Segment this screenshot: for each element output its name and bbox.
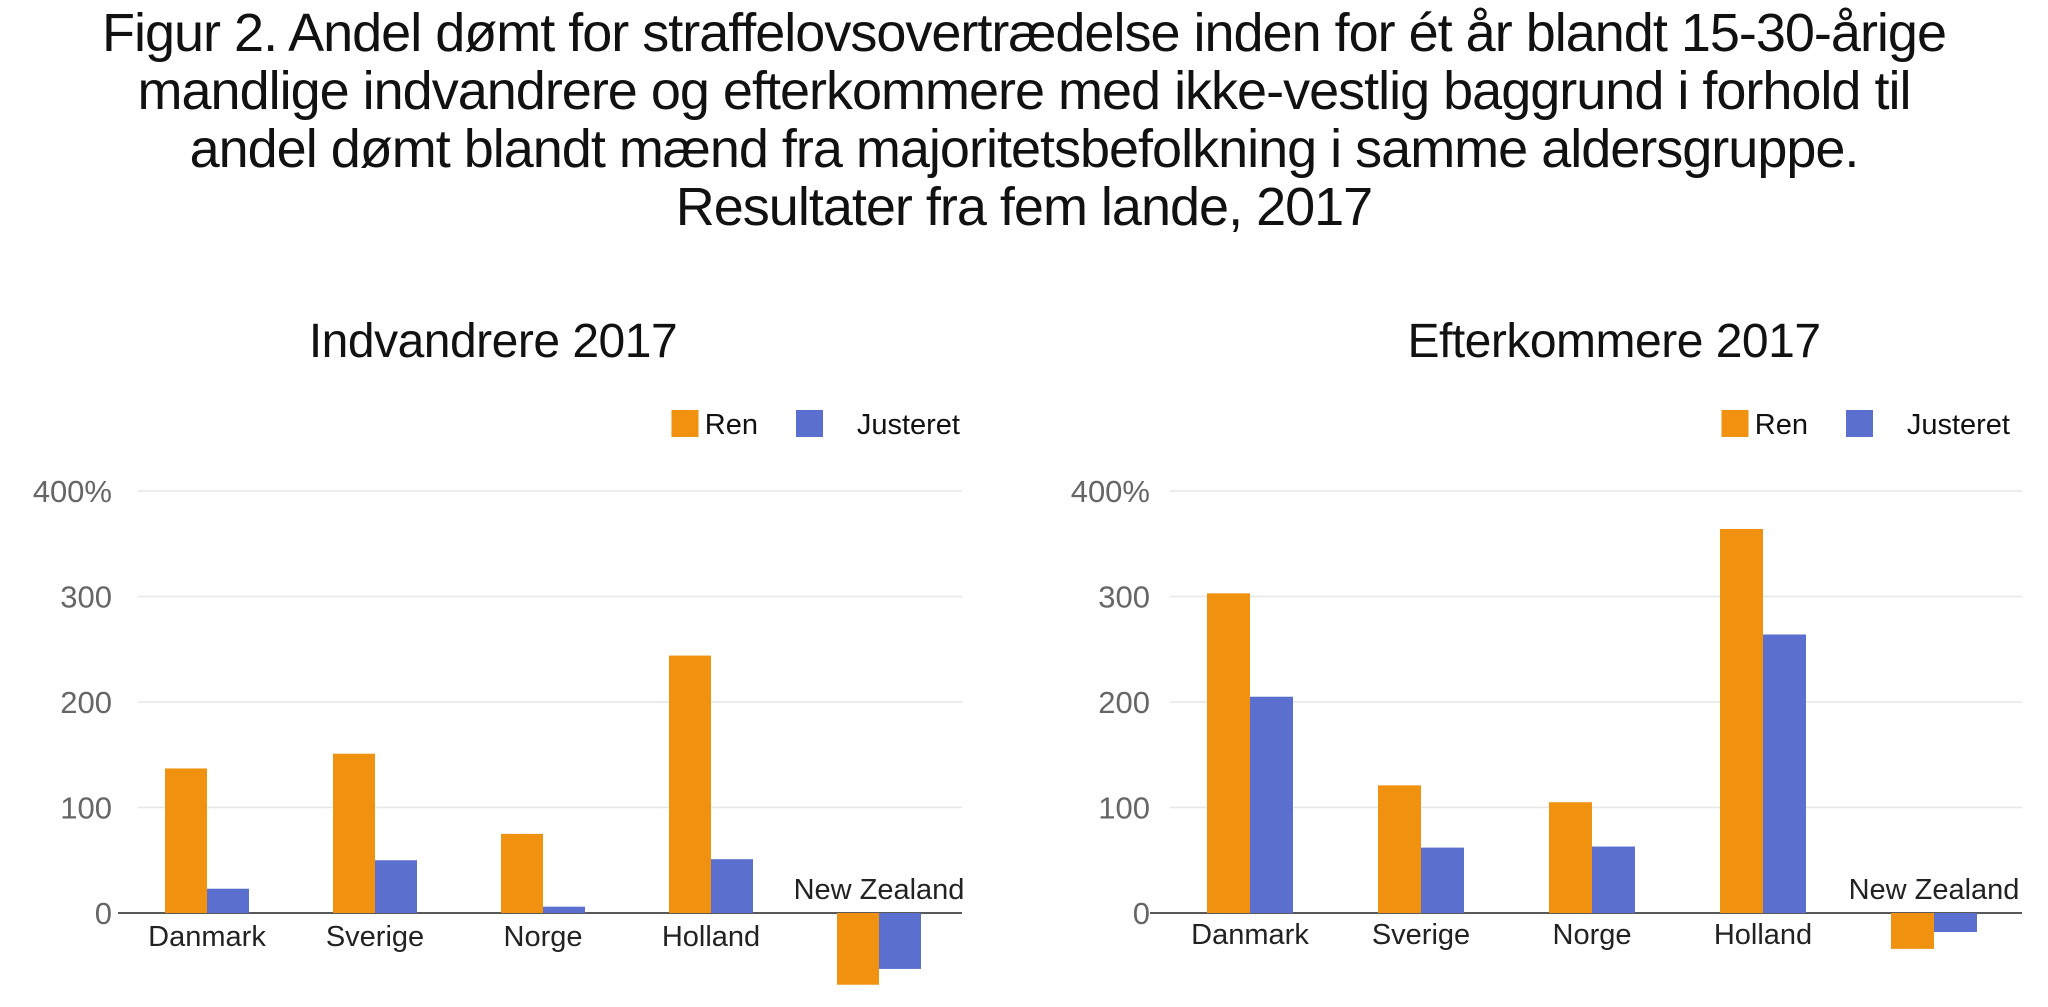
- y-tick-label: 100: [1098, 791, 1150, 826]
- x-tick-label: Holland: [662, 921, 760, 953]
- y-tick-label: 400%: [33, 474, 112, 509]
- y-tick-label: 200: [60, 685, 112, 720]
- legend-label: Ren: [1755, 409, 1808, 441]
- x-tick-label: Danmark: [1191, 919, 1309, 951]
- x-tick-label: New Zealand: [794, 874, 965, 906]
- bar-ren-holland: [669, 655, 711, 913]
- y-tick-label: 0: [1133, 896, 1150, 931]
- bar-justeret-danmark: [1250, 696, 1293, 913]
- x-tick-label: Holland: [1714, 919, 1812, 951]
- legend-label: Ren: [705, 409, 758, 441]
- bar-ren-norge: [501, 833, 543, 913]
- bar-ren-danmark: [1207, 593, 1250, 913]
- chart-title-efterkommere: Efterkommere 2017: [1407, 315, 1820, 368]
- legend-swatch-ren: [671, 410, 699, 437]
- figure-title: Figur 2. Andel dømt for straffelovsovert…: [0, 4, 2048, 236]
- bar-ren-norge: [1549, 802, 1592, 913]
- bar-ren-new-zealand: [837, 913, 879, 985]
- chart-title-indvandrere: Indvandrere 2017: [309, 315, 677, 368]
- legend-swatch-ren: [1721, 410, 1749, 437]
- bar-ren-danmark: [165, 768, 207, 913]
- figure-title-line: mandlige indvandrere og efterkommere med…: [137, 61, 1912, 121]
- x-tick-label: New Zealand: [1849, 874, 2020, 906]
- legend-swatch-justeret: [796, 410, 823, 437]
- bar-justeret-norge: [543, 906, 585, 913]
- figure-title-line: andel dømt blandt mænd fra majoritetsbef…: [189, 119, 1860, 179]
- y-tick-label: 0: [95, 896, 112, 931]
- figure-title-line: Resultater fra fem lande, 2017: [675, 177, 1373, 237]
- bar-justeret-danmark: [207, 888, 249, 913]
- bar-justeret-new-zealand: [1934, 913, 1977, 932]
- x-tick-label: Sverige: [326, 921, 424, 953]
- bar-justeret-norge: [1592, 846, 1635, 913]
- y-tick-label: 300: [60, 580, 112, 615]
- bar-ren-holland: [1720, 528, 1763, 913]
- x-tick-label: Norge: [1553, 919, 1632, 951]
- y-tick-label: 400%: [1071, 474, 1150, 509]
- x-tick-label: Danmark: [148, 921, 266, 953]
- y-tick-label: 300: [1098, 580, 1150, 615]
- bar-justeret-sverige: [375, 860, 417, 913]
- y-tick-label: 100: [60, 791, 112, 826]
- legend-label: Justeret: [857, 409, 960, 441]
- legend-swatch-justeret: [1846, 410, 1873, 437]
- x-tick-label: Sverige: [1372, 919, 1470, 951]
- y-tick-label: 200: [1098, 685, 1150, 720]
- bar-ren-new-zealand: [1891, 913, 1934, 949]
- legend-label: Justeret: [1907, 409, 2010, 441]
- figure-title-line: Figur 2. Andel dømt for straffelovsovert…: [102, 3, 1947, 63]
- bar-ren-sverige: [1378, 785, 1421, 913]
- bar-justeret-sverige: [1421, 847, 1464, 913]
- bar-ren-sverige: [333, 753, 375, 913]
- x-tick-label: Norge: [504, 921, 583, 953]
- bar-justeret-holland: [1763, 634, 1806, 913]
- bar-justeret-new-zealand: [879, 913, 921, 969]
- bar-justeret-holland: [711, 859, 753, 913]
